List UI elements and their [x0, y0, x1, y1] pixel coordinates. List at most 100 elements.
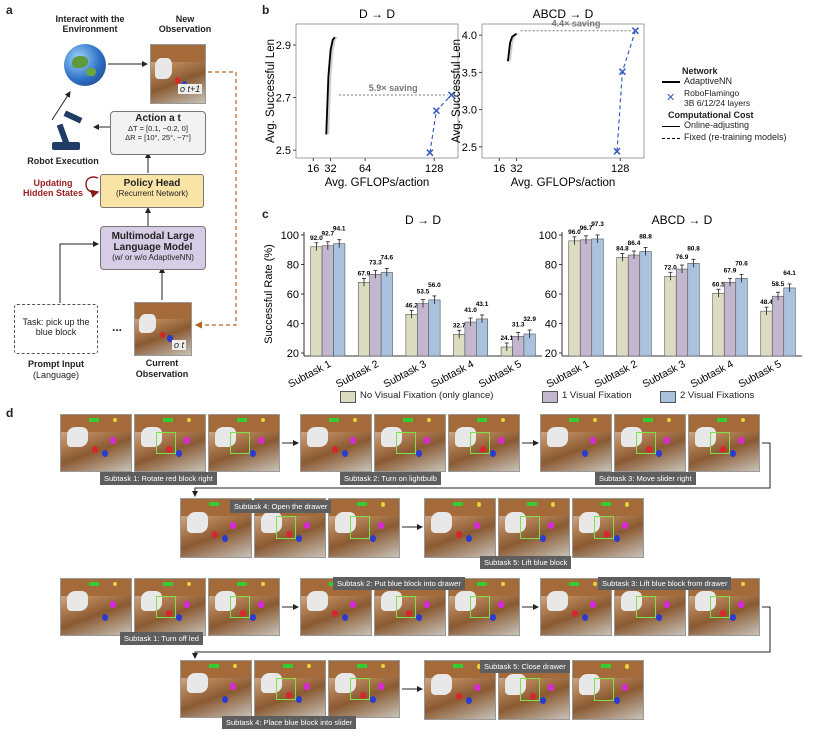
data-label-1-1: 86.4	[628, 240, 641, 247]
point-roboflamingo-0	[426, 149, 434, 157]
data-label-4-0: 24.1	[500, 335, 513, 342]
panel-a-letter: a	[6, 3, 13, 17]
legend-online-swatch	[662, 126, 680, 127]
legend-adaptive-row: AdaptiveNN	[650, 76, 810, 88]
y-tick-label-1: 40	[287, 319, 299, 331]
y-tick-label-2: 60	[287, 289, 299, 301]
legend-fixed-row: Fixed (re-training models)	[650, 132, 810, 144]
chart-b-right: ABCD → D 16 32 128 2.5 3.0 3.5 4.0 Avg. GFLOPs/a…	[451, 7, 645, 189]
bar-2-2	[428, 299, 441, 357]
bar-2-2	[687, 262, 700, 357]
plot-frame	[295, 23, 459, 159]
subtask-caption-0: Subtask 1: Rotate red block right	[100, 472, 217, 485]
scene-frame-5-1	[134, 578, 206, 636]
bar-2-0	[405, 314, 418, 357]
legend-fixed-swatch	[662, 138, 680, 139]
bar-4-1	[771, 295, 785, 357]
data-label-1-0: 67.9	[358, 270, 371, 277]
series-0-band	[325, 37, 338, 135]
scene-frame-8-0	[180, 660, 252, 718]
bar-4-0	[760, 310, 773, 357]
new-observation-image	[150, 44, 206, 104]
scene-frame-0-1	[134, 414, 206, 472]
bar-0-1	[321, 245, 334, 357]
point-roboflamingo-1	[618, 68, 626, 76]
policy-head-box: Policy Head (Recurrent Network)	[100, 174, 204, 208]
task-prompt-box: Task: pick up the blue block	[14, 304, 98, 354]
bar-1-1	[369, 274, 382, 357]
data-label-1-2: 74.6	[380, 254, 393, 261]
mllm-title: Multimodal Large Language Model	[111, 231, 195, 253]
data-label-2-0: 72.0	[664, 264, 677, 271]
data-label-0-1: 92.7	[321, 231, 334, 238]
series-line-roboflamingo	[616, 30, 636, 152]
data-label-0-0: 92.0	[310, 235, 323, 242]
y-tick-label-3: 80	[545, 259, 557, 271]
chart-title: D → D	[359, 7, 395, 21]
scene-frame-4-1	[498, 498, 570, 558]
earth-globe-icon	[64, 44, 106, 86]
obs-t-label: o t	[172, 340, 187, 350]
hidden-state-loop-arrow	[85, 176, 100, 198]
panel-c-letter: c	[262, 207, 269, 221]
x-tick-label-2: Subtask 3	[641, 358, 688, 388]
scene-frame-1-1	[374, 414, 446, 472]
x-tick-label-0: 16	[493, 163, 505, 175]
data-label-2-0: 46.2	[405, 302, 418, 309]
plot-frame	[481, 23, 645, 159]
subtask-caption-1: Subtask 2: Turn on lightbulb	[340, 472, 441, 485]
arrow-prompt-to-llm	[59, 241, 99, 303]
scene-frame-1-2	[448, 414, 520, 472]
current-observation-label: Current Observation	[135, 358, 189, 379]
panel-d-letter: d	[6, 406, 14, 420]
bar-1-2	[639, 251, 652, 357]
action-delta-t: ΔT = [0.1, −0.2, 0]	[128, 124, 188, 133]
mllm-box: Multimodal Large Language Model (w/ or w…	[100, 226, 206, 270]
scene-frame-8-2	[328, 660, 400, 718]
y-tick-label-0: 2.5	[276, 145, 291, 157]
data-label-4-1: 58.5	[772, 281, 785, 288]
bar-4-2	[783, 287, 796, 357]
data-label-3-0: 32.7	[453, 322, 466, 329]
prompt-input-label: Prompt Input	[28, 359, 84, 369]
legend-roboflamingo-marker-icon: ✕	[666, 92, 676, 104]
scene-frame-5-0	[60, 578, 132, 636]
subtask-caption-2: Subtask 3: Move slider right	[595, 472, 696, 485]
arrow-robot-to-globe	[51, 91, 71, 121]
task-text: Task: pick up the blue block	[22, 317, 90, 337]
y-tick-label-0: 20	[287, 348, 299, 360]
data-label-2-1: 53.5	[417, 289, 430, 296]
x-tick-label-1: 32	[324, 163, 336, 175]
scene-frame-4-2	[572, 498, 644, 558]
data-label-1-1: 73.3	[369, 259, 382, 266]
scene-frame-0-0	[60, 414, 132, 472]
x-axis-label: Avg. GFLOPs/action	[325, 177, 430, 189]
x-tick-label-1: Subtask 2	[334, 358, 381, 388]
data-label-3-2: 70.6	[735, 260, 748, 267]
y-tick-label-2: 3.5	[462, 67, 477, 79]
scene-frame-1-0	[300, 414, 372, 472]
bar-0-0	[568, 240, 581, 357]
interact-title: Interact with the Environment	[55, 14, 125, 34]
data-label-4-2: 32.9	[523, 316, 536, 323]
scene-frame-0-2	[208, 414, 280, 472]
x-tick-label-0: Subtask 1	[286, 358, 333, 388]
chart-title: ABCD → D	[533, 7, 594, 21]
y-tick-label-1: 40	[545, 319, 557, 331]
legend-roboflamingo-label1: RoboFlamingo	[684, 88, 740, 98]
scene-frame-2-1	[614, 414, 686, 472]
legend-roboflamingo-row: ✕ RoboFlamingo 3B 6/12/24 layers	[650, 88, 810, 110]
x-tick-label-0: 16	[307, 163, 319, 175]
legend-online-label: Online-adjusting	[684, 120, 750, 130]
chart-title: D → D	[405, 213, 441, 227]
subtask-caption-7: Subtask 3: Lift blue block from drawer	[598, 577, 732, 590]
series-line-adaptivenn	[507, 32, 518, 62]
data-label-0-0: 96.0	[568, 229, 581, 236]
saving-annotation: 5.9× saving	[369, 83, 418, 93]
subtask-caption-6: Subtask 2: Put blue block into drawer	[333, 577, 465, 590]
dashed-feedback-arrow	[194, 71, 237, 329]
y-tick-label-2: 60	[545, 289, 557, 301]
data-label-4-0: 48.4	[760, 299, 773, 306]
series-line-adaptivenn	[325, 36, 336, 135]
legend-b: Network AdaptiveNN ✕ RoboFlamingo 3B 6/1…	[650, 66, 810, 144]
